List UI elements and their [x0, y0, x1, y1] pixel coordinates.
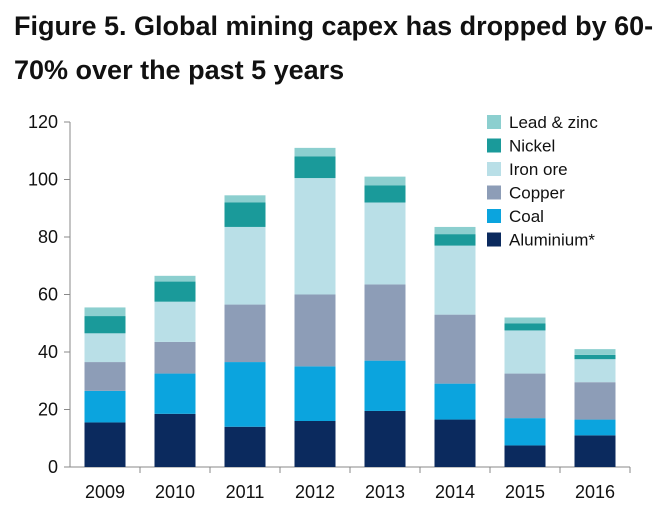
legend-swatch [487, 138, 501, 153]
legend-swatch [487, 185, 501, 200]
legend-label: Copper [509, 184, 565, 203]
bar-segment-lead-zinc-2011 [224, 195, 266, 203]
legend-label: Nickel [509, 137, 555, 156]
bar-segment-lead-zinc-2012 [294, 147, 336, 157]
bar-segment-copper-2015 [504, 373, 546, 419]
y-tick-label: 120 [28, 112, 58, 132]
bar-segment-copper-2012 [294, 294, 336, 367]
legend-item: Nickel [487, 137, 555, 156]
bar-segment-coal-2015 [504, 418, 546, 446]
bar-segment-iron-ore-2009 [84, 333, 126, 363]
bar-segment-copper-2014 [434, 314, 476, 384]
bar-segment-nickel-2011 [224, 202, 266, 227]
bar-segment-coal-2016 [574, 419, 616, 436]
bar-segment-aluminium-2011 [224, 426, 266, 467]
legend: Lead & zinc Nickel Iron ore Copper Coal Alumi… [487, 113, 598, 250]
y-tick-label: 100 [28, 170, 58, 190]
bar-segment-nickel-2009 [84, 316, 126, 334]
bar-segment-copper-2011 [224, 304, 266, 363]
legend-label: Iron ore [509, 160, 568, 179]
x-axis: 2009 2010 2011 2012 2013 2014 2015 2016 [70, 466, 631, 502]
bar-segment-iron-ore-2016 [574, 359, 616, 383]
bar-segment-copper-2013 [364, 284, 406, 361]
y-tick-label: 20 [38, 400, 58, 420]
bar-segment-copper-2009 [84, 362, 126, 391]
bars [84, 147, 616, 467]
bar-segment-iron-ore-2013 [364, 202, 406, 285]
bar-segment-coal-2013 [364, 360, 406, 411]
bar-segment-lead-zinc-2014 [434, 226, 476, 235]
bar-stack-2011 [224, 195, 266, 467]
bar-segment-nickel-2012 [294, 156, 336, 179]
legend-item: Copper [487, 184, 565, 203]
legend-item: Coal [487, 207, 544, 226]
bar-segment-nickel-2015 [504, 323, 546, 331]
x-tick-label: 2009 [85, 482, 125, 502]
x-tick-label: 2012 [295, 482, 335, 502]
x-tick-label: 2014 [435, 482, 475, 502]
bar-segment-lead-zinc-2015 [504, 317, 546, 324]
x-tick-label: 2016 [575, 482, 615, 502]
bar-segment-coal-2011 [224, 362, 266, 427]
bar-segment-aluminium-2013 [364, 410, 406, 467]
bar-segment-lead-zinc-2010 [154, 275, 196, 282]
y-axis: 0 20 40 60 80 100 120 [28, 112, 71, 477]
bar-segment-lead-zinc-2016 [574, 349, 616, 355]
y-tick-label: 40 [38, 342, 58, 362]
bar-segment-copper-2016 [574, 382, 616, 420]
x-tick-label: 2011 [226, 482, 265, 502]
bar-segment-coal-2014 [434, 383, 476, 420]
bar-segment-lead-zinc-2013 [364, 176, 406, 186]
bar-stack-2012 [294, 147, 336, 467]
bar-segment-nickel-2014 [434, 234, 476, 246]
bar-stack-2009 [84, 307, 126, 467]
bar-segment-nickel-2010 [154, 281, 196, 302]
bar-segment-aluminium-2010 [154, 413, 196, 467]
legend-label: Aluminium* [509, 231, 595, 250]
legend-item: Lead & zinc [487, 113, 598, 132]
bar-segment-coal-2009 [84, 390, 126, 423]
y-tick-label: 0 [48, 457, 58, 477]
x-tick-label: 2010 [155, 482, 195, 502]
bar-segment-aluminium-2012 [294, 421, 336, 467]
bar-segment-iron-ore-2011 [224, 226, 266, 305]
bar-segment-aluminium-2014 [434, 419, 476, 467]
bar-segment-aluminium-2016 [574, 435, 616, 467]
bar-stack-2014 [434, 226, 476, 467]
legend-swatch [487, 115, 501, 129]
bar-segment-aluminium-2015 [504, 445, 546, 467]
bar-segment-aluminium-2009 [84, 422, 126, 467]
x-tick-label: 2015 [505, 482, 545, 502]
bar-segment-nickel-2013 [364, 185, 406, 203]
bar-segment-iron-ore-2010 [154, 301, 196, 342]
y-tick-label: 60 [38, 285, 58, 305]
bar-segment-nickel-2016 [574, 354, 616, 360]
bar-segment-iron-ore-2012 [294, 178, 336, 295]
bar-segment-iron-ore-2014 [434, 245, 476, 315]
bar-segment-lead-zinc-2009 [84, 307, 126, 317]
legend-label: Coal [509, 207, 544, 226]
bar-stack-2013 [364, 176, 406, 467]
legend-item: Aluminium* [487, 231, 595, 250]
bar-segment-coal-2012 [294, 366, 336, 421]
bar-segment-coal-2010 [154, 373, 196, 414]
x-tick-label: 2013 [365, 482, 405, 502]
y-tick-label: 80 [38, 227, 58, 247]
legend-item: Iron ore [487, 160, 568, 179]
bar-stack-2016 [574, 349, 616, 467]
bar-stack-2010 [154, 275, 196, 467]
legend-swatch [487, 232, 501, 247]
legend-swatch [487, 162, 501, 176]
chart-title: Figure 5. Global mining capex has droppe… [14, 11, 654, 85]
legend-label: Lead & zinc [509, 113, 598, 132]
bar-segment-copper-2010 [154, 341, 196, 374]
legend-swatch [487, 209, 501, 223]
bar-stack-2015 [504, 317, 546, 467]
bar-segment-iron-ore-2015 [504, 330, 546, 374]
